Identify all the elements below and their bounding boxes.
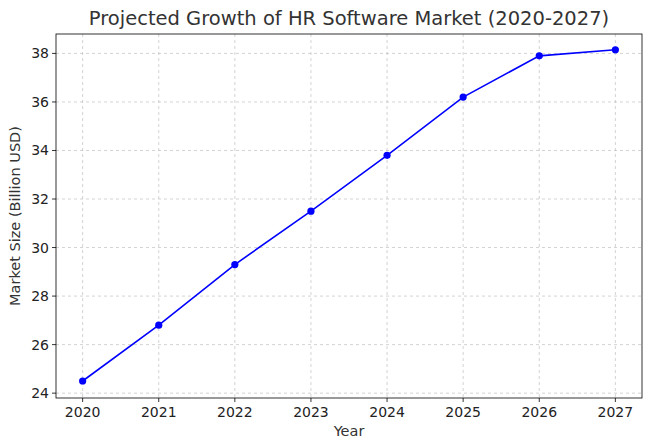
x-tick (463, 398, 464, 402)
y-tick-label: 34 (31, 142, 49, 158)
y-tick (52, 199, 56, 200)
data-point (460, 93, 467, 100)
background (0, 0, 652, 448)
grid-line-y (56, 199, 642, 200)
y-tick-label: 32 (31, 191, 49, 207)
y-tick (52, 344, 56, 345)
grid-line-y (56, 296, 642, 297)
y-tick (52, 296, 56, 297)
y-tick-label: 30 (31, 240, 49, 256)
y-tick (52, 53, 56, 54)
axes: 2020 2021 2022 2023 2024 2025 2026 2027 24 26 28 30… (31, 45, 633, 420)
x-tick-label: 2025 (445, 404, 481, 420)
x-tick (310, 398, 311, 402)
y-tick (52, 101, 56, 102)
y-tick (52, 247, 56, 248)
data-group (79, 46, 619, 384)
data-line (83, 50, 616, 381)
grid-line-y (56, 53, 642, 54)
data-point (231, 261, 238, 268)
x-tick-label: 2027 (598, 404, 634, 420)
grid-line-x (158, 34, 159, 398)
x-tick (82, 398, 83, 402)
grid-line-x (82, 34, 83, 398)
grid-line-y (56, 393, 642, 394)
grid-line-x (539, 34, 540, 398)
grid-line-y (56, 247, 642, 248)
chart-title: Projected Growth of HR Software Market (… (89, 7, 609, 30)
grid-line-y (56, 150, 642, 151)
chart-container: 2020 2021 2022 2023 2024 2025 2026 2027 24 26 28 30… (0, 0, 652, 448)
data-point (155, 322, 162, 329)
x-tick (615, 398, 616, 402)
grid-line-x (387, 34, 388, 398)
x-axis-label: Year (333, 423, 365, 439)
grid-line-x (463, 34, 464, 398)
x-tick-label: 2024 (369, 404, 405, 420)
grid (56, 34, 642, 398)
x-tick-label: 2021 (141, 404, 177, 420)
data-point (612, 46, 619, 53)
x-tick-label: 2026 (521, 404, 557, 420)
y-axis-label: Market Size (Billion USD) (7, 126, 23, 306)
y-tick-label: 24 (31, 385, 49, 401)
plot-frame (56, 34, 642, 398)
y-tick-label: 36 (31, 94, 49, 110)
data-point (307, 208, 314, 215)
x-tick (158, 398, 159, 402)
y-tick (52, 393, 56, 394)
x-tick-label: 2022 (217, 404, 253, 420)
y-tick-label: 38 (31, 45, 49, 61)
grid-line-y (56, 101, 642, 102)
grid-line-x (234, 34, 235, 398)
y-tick-label: 26 (31, 337, 49, 353)
y-tick (52, 150, 56, 151)
x-tick (539, 398, 540, 402)
y-tick-label: 28 (31, 288, 49, 304)
data-point (383, 152, 390, 159)
chart-svg: 2020 2021 2022 2023 2024 2025 2026 2027 24 26 28 30… (0, 0, 652, 448)
grid-line-x (615, 34, 616, 398)
x-tick-label: 2020 (65, 404, 101, 420)
x-tick-label: 2023 (293, 404, 329, 420)
data-point (79, 377, 86, 384)
grid-line-x (310, 34, 311, 398)
x-tick (234, 398, 235, 402)
x-tick (387, 398, 388, 402)
data-point (536, 52, 543, 59)
grid-line-y (56, 344, 642, 345)
